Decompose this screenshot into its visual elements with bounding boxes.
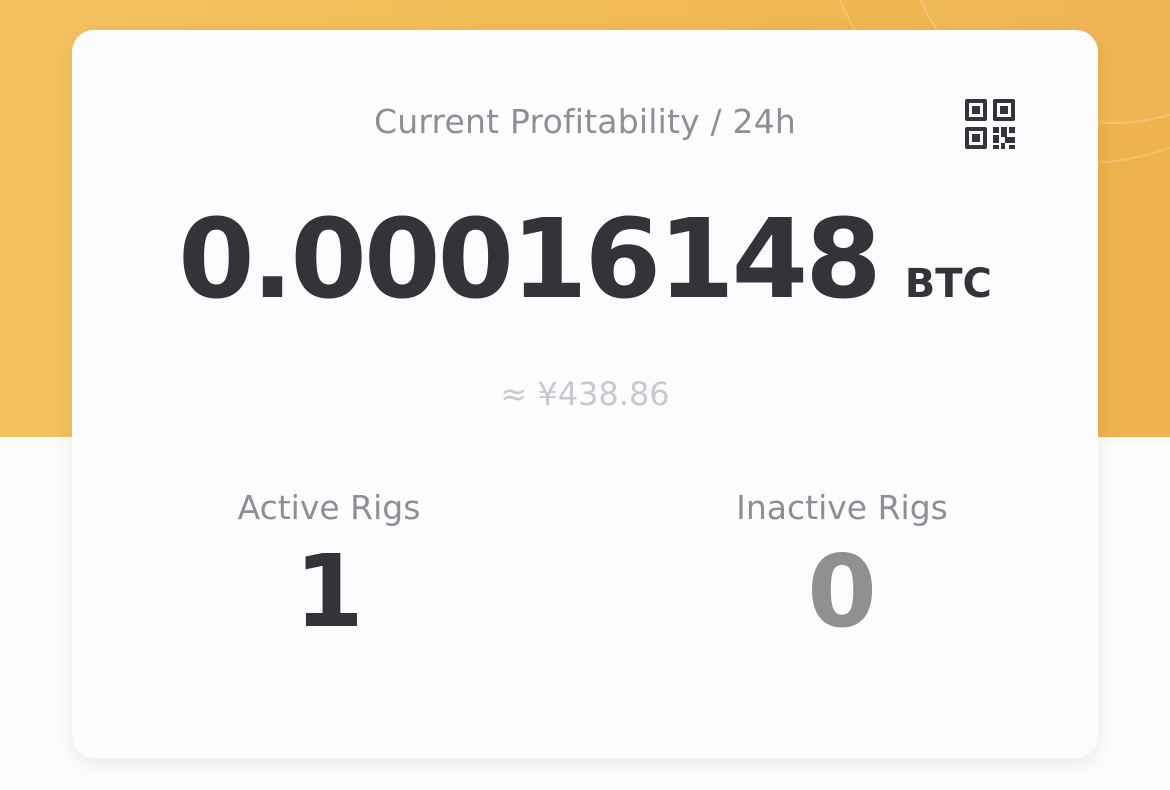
profitability-amount-row: 0.00016148 BTC [72, 195, 1098, 323]
active-rigs-label: Active Rigs [237, 488, 421, 527]
profitability-card: Current Profitability / 24h [72, 30, 1098, 758]
active-rigs-count: 1 [294, 533, 364, 650]
inactive-rigs-count: 0 [807, 533, 877, 650]
fiat-estimate: ≈ ¥438.86 [500, 375, 670, 413]
active-rigs-stat[interactable]: Active Rigs 1 [129, 488, 529, 647]
qr-code-button[interactable] [965, 99, 1015, 149]
qr-code-icon [965, 99, 1015, 149]
inactive-rigs-label: Inactive Rigs [736, 488, 948, 527]
card-title: Current Profitability / 24h [373, 102, 797, 141]
inactive-rigs-stat[interactable]: Inactive Rigs 0 [642, 488, 1042, 647]
currency-unit: BTC [904, 261, 992, 307]
profitability-amount: 0.00016148 [178, 195, 882, 323]
